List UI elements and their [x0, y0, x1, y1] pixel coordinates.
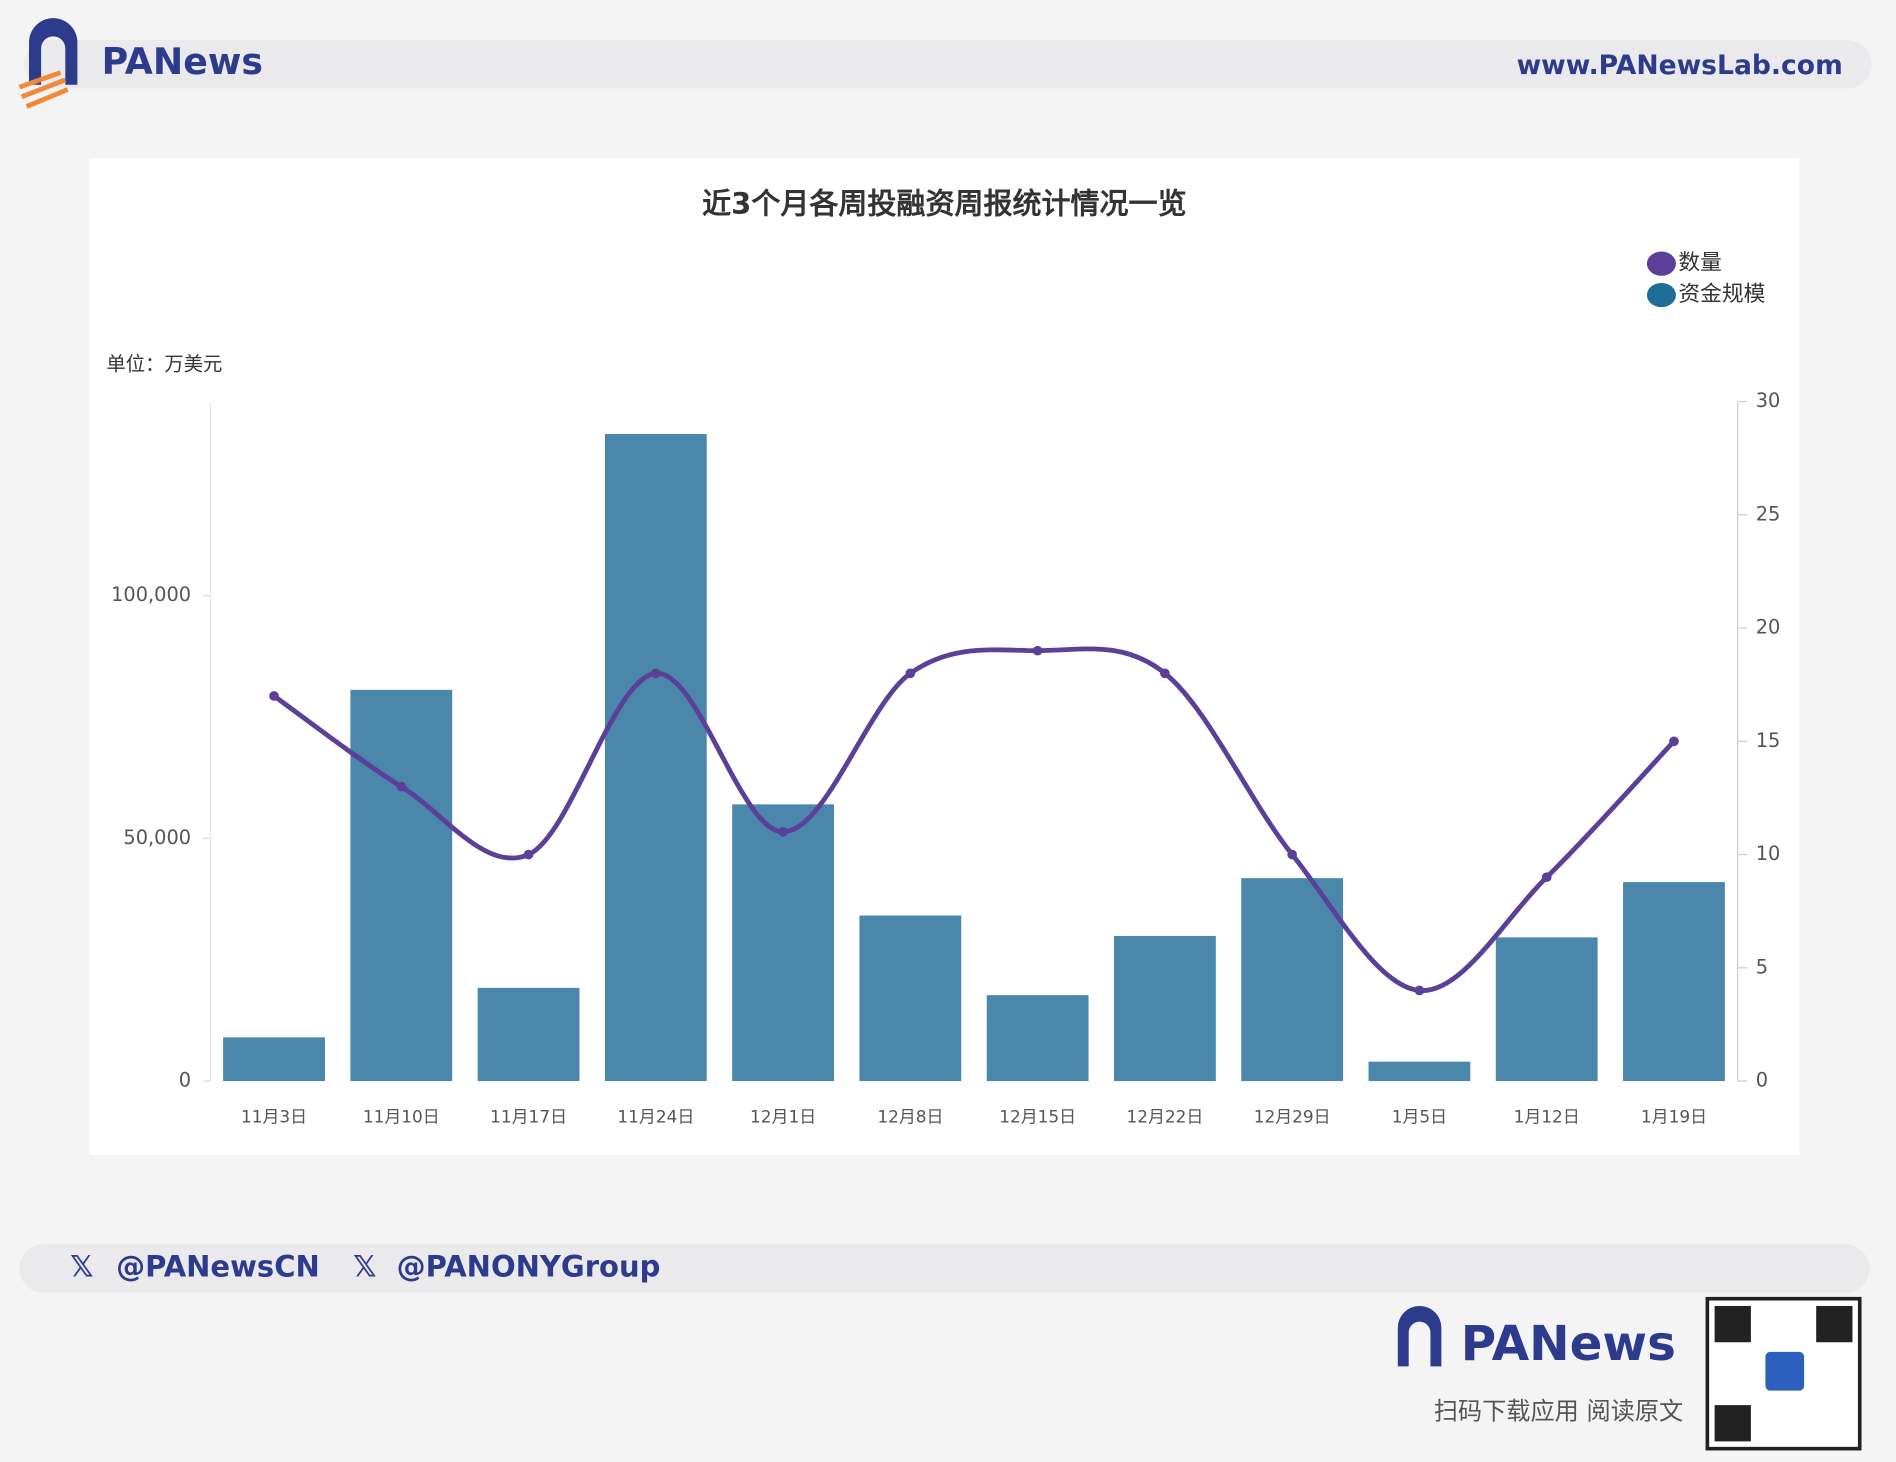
line-point — [905, 668, 916, 679]
bar — [1241, 878, 1344, 1082]
y2-tick-label: 30 — [1756, 389, 1781, 412]
y2-tick-label: 25 — [1756, 502, 1781, 525]
line-point — [1414, 985, 1425, 996]
legend-label: 资金规模 — [1678, 282, 1765, 307]
social-handle: @PANewsCN — [116, 1249, 320, 1283]
line-point — [1160, 668, 1170, 679]
line-point — [1032, 645, 1043, 656]
bar — [350, 689, 453, 1082]
line-point — [396, 781, 407, 792]
bar — [986, 995, 1089, 1082]
site-url: www.PANewsLab.com — [1517, 50, 1843, 81]
legend-swatch — [1646, 282, 1676, 308]
y2-tick-label: 5 — [1756, 955, 1768, 978]
unit-label: 单位：万美元 — [106, 353, 222, 376]
x-tick-label: 1月12日 — [1514, 1106, 1580, 1126]
x-tick-label: 12月22日 — [1126, 1106, 1203, 1126]
bar — [1623, 882, 1725, 1082]
social-handle: @PANONYGroup — [397, 1249, 661, 1283]
brand: PANews — [102, 40, 263, 83]
x-icon: 𝕏 — [353, 1249, 376, 1283]
x-tick-label: 11月17日 — [490, 1106, 567, 1126]
chart: 近3个月各周投融资周报统计情况一览 单位：万美元 0 50,000 100,000 0… — [89, 158, 1800, 1155]
qr-finder — [1714, 1305, 1751, 1343]
footer-brand: PANews — [1461, 1316, 1676, 1372]
x-tick-label: 1月19日 — [1641, 1106, 1707, 1126]
x-icon: 𝕏 — [70, 1249, 93, 1283]
y2-tick-label: 10 — [1756, 842, 1781, 865]
line-point — [269, 691, 279, 701]
footer-bar — [19, 1244, 1870, 1293]
bar — [859, 915, 962, 1082]
y2-tick-label: 15 — [1756, 729, 1781, 752]
bar — [604, 434, 707, 1082]
x-tick-label: 12月15日 — [999, 1106, 1076, 1126]
footer-logo — [1397, 1305, 1442, 1367]
x-tick-label: 12月8日 — [877, 1106, 943, 1126]
line-point — [650, 668, 661, 679]
y2-tick-label: 20 — [1756, 616, 1781, 639]
bar — [223, 1037, 325, 1082]
x-tick-label: 1月5日 — [1392, 1106, 1447, 1126]
x-tick-label: 12月1日 — [750, 1106, 816, 1126]
y-tick-label: 50,000 — [123, 826, 191, 849]
x-tick-label: 11月10日 — [363, 1106, 440, 1126]
line-point — [778, 827, 788, 837]
line-point — [1669, 736, 1679, 747]
line-point — [523, 849, 534, 860]
y-tick-label: 100,000 — [111, 583, 191, 606]
line-point — [1541, 872, 1552, 883]
bar — [1113, 935, 1216, 1082]
y-tick-label: 0 — [179, 1069, 191, 1092]
legend-swatch — [1646, 251, 1676, 276]
chart-title: 近3个月各周投融资周报统计情况一览 — [702, 187, 1186, 221]
bar — [1368, 1061, 1471, 1082]
qr-logo — [1765, 1351, 1805, 1391]
qr-finder — [1816, 1305, 1853, 1343]
x-tick-label: 11月24日 — [617, 1106, 694, 1126]
bar — [477, 987, 580, 1082]
legend-label: 数量 — [1678, 251, 1722, 276]
y2-tick-label: 0 — [1756, 1069, 1768, 1092]
logo-stripes — [18, 70, 69, 109]
line-point — [1287, 849, 1298, 860]
header-bar — [24, 39, 1872, 89]
x-tick-label: 12月29日 — [1254, 1106, 1331, 1126]
logo — [29, 18, 78, 85]
bar — [1495, 937, 1598, 1082]
footer-cta: 扫码下载应用 阅读原文 — [1434, 1397, 1683, 1425]
x-tick-label: 11月3日 — [241, 1106, 307, 1126]
qr-finder — [1714, 1405, 1751, 1442]
bar — [732, 804, 835, 1082]
